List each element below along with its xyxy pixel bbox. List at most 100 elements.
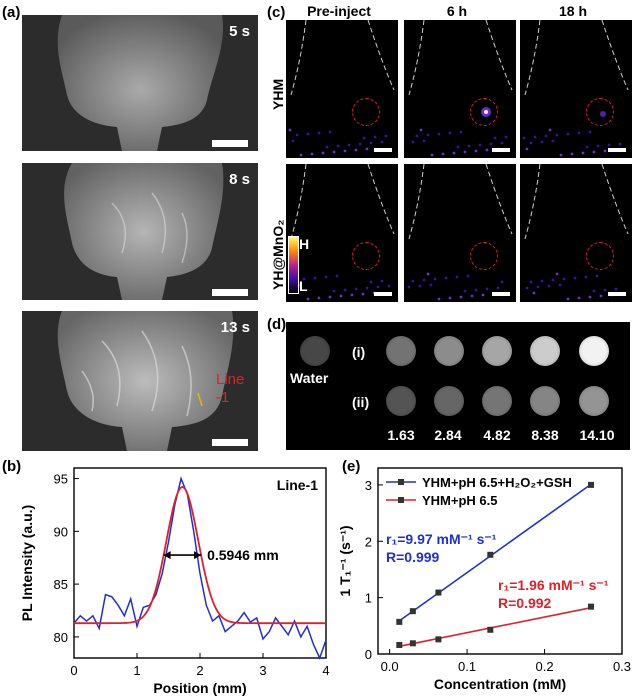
x-tick-label: 2: [196, 663, 203, 678]
noise-speck: [500, 280, 504, 284]
noise-speck: [588, 130, 592, 134]
noise-speck: [433, 277, 437, 281]
contour-line: [290, 20, 307, 96]
noise-speck: [328, 130, 332, 134]
phantom-tube: [482, 336, 512, 366]
data-point: [396, 618, 403, 625]
noise-speck: [540, 279, 544, 283]
noise-speck: [343, 149, 347, 153]
y-tick-label: 85: [54, 577, 68, 592]
noise-speck: [298, 283, 302, 287]
noise-speck: [599, 294, 603, 298]
noise-speck: [603, 288, 607, 292]
x-tick-label: 0.1: [458, 659, 476, 674]
series-2-R: R=0.992: [498, 595, 552, 611]
series-fit-line: [74, 486, 326, 625]
y-tick-label: 90: [54, 524, 68, 539]
noise-speck: [441, 152, 445, 156]
noise-speck: [354, 287, 358, 291]
legend-entry: YHM+pH 6.5: [422, 493, 498, 508]
noise-speck: [422, 139, 426, 143]
fit-line: [399, 606, 592, 648]
column-header-6h: 6 h: [446, 3, 468, 19]
noise-speck: [369, 280, 373, 284]
concentration-3: 4.82: [483, 427, 511, 443]
noise-speck: [592, 150, 596, 154]
noise-speck: [407, 285, 411, 289]
y-axis-label: 1 T₁⁻¹ (s⁻¹): [337, 525, 353, 596]
series-2-r1: r₁=1.96 mM⁻¹ s⁻¹: [498, 577, 609, 593]
mri-slice-icon: [407, 164, 513, 301]
y-tick-label: 0: [365, 647, 372, 662]
data-point: [409, 640, 416, 647]
noise-speck: [470, 294, 474, 298]
noise-speck: [358, 142, 362, 146]
colorbar-low-label: L: [299, 278, 308, 294]
noise-speck: [328, 295, 332, 299]
contour-line: [367, 20, 395, 91]
contour-line: [290, 164, 307, 240]
mri-cell: [404, 164, 516, 302]
series-1-r1: r₁=9.97 mM⁻¹ s⁻¹: [386, 531, 497, 547]
noise-speck: [525, 286, 529, 290]
contour-line: [367, 164, 395, 235]
noise-speck: [474, 288, 478, 292]
concentration-1: 1.63: [387, 427, 415, 443]
noise-speck: [369, 141, 373, 145]
noise-speck: [558, 283, 562, 287]
mri-slice-icon: [288, 20, 395, 157]
noise-speck: [496, 286, 500, 290]
noise-speck: [463, 289, 467, 293]
noise-speck: [313, 276, 317, 280]
contour-line: [485, 164, 513, 235]
frame-1-time: 5 s: [229, 23, 250, 40]
noise-speck: [325, 145, 329, 149]
plot-frame: [73, 467, 327, 659]
noise-speck: [466, 274, 470, 278]
x-tick-label: 0: [70, 663, 77, 678]
noise-speck: [411, 140, 415, 144]
scale-bar: [492, 292, 510, 296]
row-label-yhm: YHM: [270, 78, 286, 110]
noise-speck: [354, 148, 358, 152]
frame-2-time: 8 s: [229, 171, 250, 188]
noise-speck: [481, 293, 485, 297]
data-point: [435, 589, 442, 596]
mri-slice-icon: [408, 20, 513, 157]
legend-marker: [398, 479, 404, 485]
noise-speck: [302, 277, 306, 281]
line-1-label: Line -1: [216, 371, 245, 406]
contour-line: [524, 20, 541, 96]
phantom-tube: [482, 386, 512, 416]
noise-speck: [614, 287, 618, 291]
pl-intensity-chart: 0 1 2 3 4 80 85 90 95 Position (mm) PL Intensity (…: [19, 467, 330, 696]
noise-speck: [500, 141, 504, 145]
t1-phantom-image: Water (i) (ii) 1.63 2.84 4.82 8.38 14.10: [286, 322, 630, 450]
noise-speck: [555, 133, 559, 137]
contour-line: [485, 20, 513, 91]
contour-line: [601, 20, 629, 91]
noise-speck: [365, 147, 369, 151]
scale-bar: [212, 140, 248, 147]
mouse-silhouette-icon: [57, 311, 234, 451]
column-header-18h: 18 h: [558, 3, 587, 19]
series-raw-line: [73, 476, 327, 660]
x-tick-label: 3: [259, 663, 266, 678]
noise-speck: [603, 149, 607, 153]
noise-speck: [419, 128, 423, 132]
x-tick-label: 1: [133, 663, 140, 678]
noise-speck: [532, 291, 536, 295]
noise-speck: [455, 275, 459, 279]
noise-speck: [540, 140, 544, 144]
x-tick-label: 0.3: [613, 659, 631, 674]
panel-a-label: (a): [2, 4, 21, 21]
scale-bar: [492, 148, 510, 152]
y-tick-label: 2: [365, 534, 372, 549]
noise-speck: [551, 278, 555, 282]
data-point: [409, 608, 416, 615]
concentration-2: 2.84: [434, 427, 462, 443]
noise-speck: [551, 139, 555, 143]
noise-speck: [336, 144, 340, 148]
noise-speck: [437, 297, 441, 301]
mri-cell: [404, 20, 516, 158]
